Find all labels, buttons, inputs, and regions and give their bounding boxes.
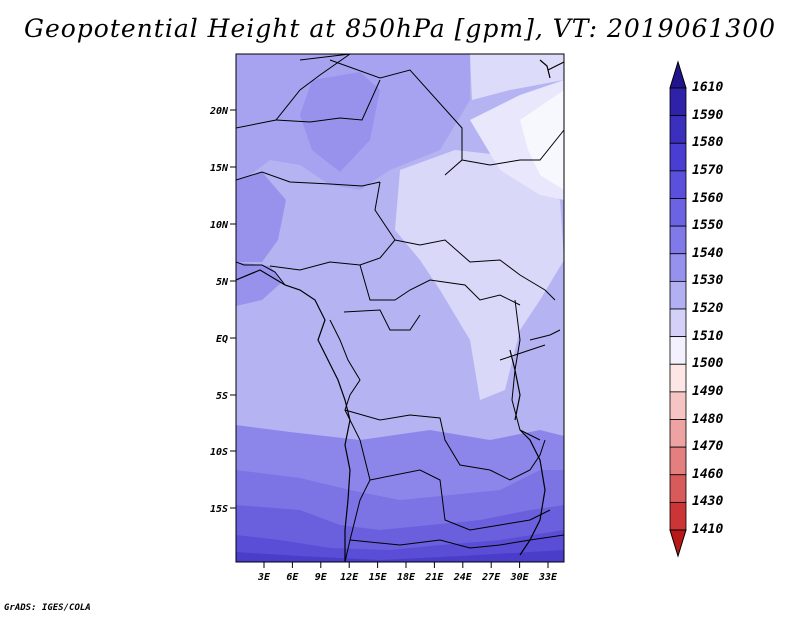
lon-tick-label: 21E xyxy=(424,572,444,583)
colorbar-level-label: 1580 xyxy=(692,135,724,151)
longitude-axis: 3E 6E 9E 12E 15E 18E 21E 24E 27E 30E 33E xyxy=(257,562,558,583)
colorbar-level-label: 1500 xyxy=(692,356,724,372)
lat-tick-label: 15S xyxy=(210,504,228,515)
contour-1550-coast xyxy=(236,262,282,306)
colorbar-box xyxy=(669,280,687,310)
lon-tick-label: 27E xyxy=(481,572,501,583)
colorbar-box xyxy=(669,391,687,420)
contour-1520-east xyxy=(395,150,564,400)
colorbar-box xyxy=(669,419,687,448)
colorbar-box xyxy=(669,170,687,199)
colorbar-level-label: 1540 xyxy=(692,245,724,261)
contour-1550-west xyxy=(236,172,286,262)
contour-1590-south xyxy=(236,550,564,562)
colorbar-level-label: 1460 xyxy=(692,466,724,482)
country-borders xyxy=(236,54,564,562)
lat-tick-label: 15N xyxy=(210,163,229,174)
lon-tick-label: 6E xyxy=(286,572,299,583)
lon-tick-label: 12E xyxy=(340,572,359,583)
colorbar xyxy=(669,60,687,558)
colorbar-level-label: 1550 xyxy=(692,218,724,234)
colorbar-level-label: 1470 xyxy=(692,439,724,455)
colorbar-box xyxy=(669,87,687,117)
colorbar-level-label: 1570 xyxy=(692,162,724,178)
lat-tick-label: EQ xyxy=(216,334,228,345)
lat-tick-label: 20N xyxy=(209,106,229,117)
colorbar-box xyxy=(669,225,687,255)
latitude-axis: 20N 15N 10N 5N EQ 5S 10S 15S xyxy=(209,106,236,515)
colorbar-level-label: 1480 xyxy=(692,411,724,427)
colorbar-box xyxy=(669,446,687,476)
colorbar-level-label: 1530 xyxy=(692,273,724,289)
colorbar-box xyxy=(669,308,687,338)
colorbar-level-label: 1590 xyxy=(692,107,724,123)
lon-tick-label: 9E xyxy=(315,572,328,583)
contour-1580-south xyxy=(236,530,564,562)
lon-tick-label: 33E xyxy=(538,572,558,583)
colorbar-level-label: 1430 xyxy=(692,494,724,510)
lat-tick-label: 5N xyxy=(216,277,229,288)
colorbar-level-label: 1510 xyxy=(692,328,724,344)
colorbar-box xyxy=(669,501,687,531)
lon-tick-label: 30E xyxy=(510,572,530,583)
map-title: Geopotential Height at 850hPa [gpm], VT:… xyxy=(23,14,777,43)
colorbar-box xyxy=(669,336,687,365)
contour-1510-ne xyxy=(520,90,564,190)
colorbar-box xyxy=(669,474,687,503)
colorbar-box xyxy=(669,253,687,282)
lat-tick-label: 5S xyxy=(216,391,228,402)
colorbar-level-label: 1490 xyxy=(692,383,724,399)
colorbar-box xyxy=(669,115,687,144)
lat-tick-label: 10N xyxy=(210,220,229,231)
lon-tick-label: 18E xyxy=(397,572,416,583)
colorbar-top-arrow xyxy=(669,60,687,89)
colorbar-level-label: 1410 xyxy=(692,522,724,537)
colorbar-level-label: 1560 xyxy=(692,190,724,206)
colorbar-level-label: 1610 xyxy=(692,80,724,95)
lon-tick-label: 24E xyxy=(453,572,473,583)
contour-1520-top xyxy=(470,54,564,100)
map-frame xyxy=(235,53,565,563)
lon-tick-label: 15E xyxy=(369,572,388,583)
contour-1550-sahara xyxy=(300,72,380,172)
colorbar-box xyxy=(669,142,687,172)
height-field xyxy=(236,54,564,562)
colorbar-box xyxy=(669,198,687,227)
lat-tick-label: 10S xyxy=(210,447,228,458)
lon-tick-label: 3E xyxy=(257,572,271,583)
credit-text: GrADS: IGES/COLA xyxy=(4,603,91,613)
colorbar-level-label: 1520 xyxy=(692,301,724,316)
coastlines xyxy=(236,59,564,562)
colorbar-bottom-arrow xyxy=(669,529,687,558)
colorbar-box xyxy=(669,363,687,393)
